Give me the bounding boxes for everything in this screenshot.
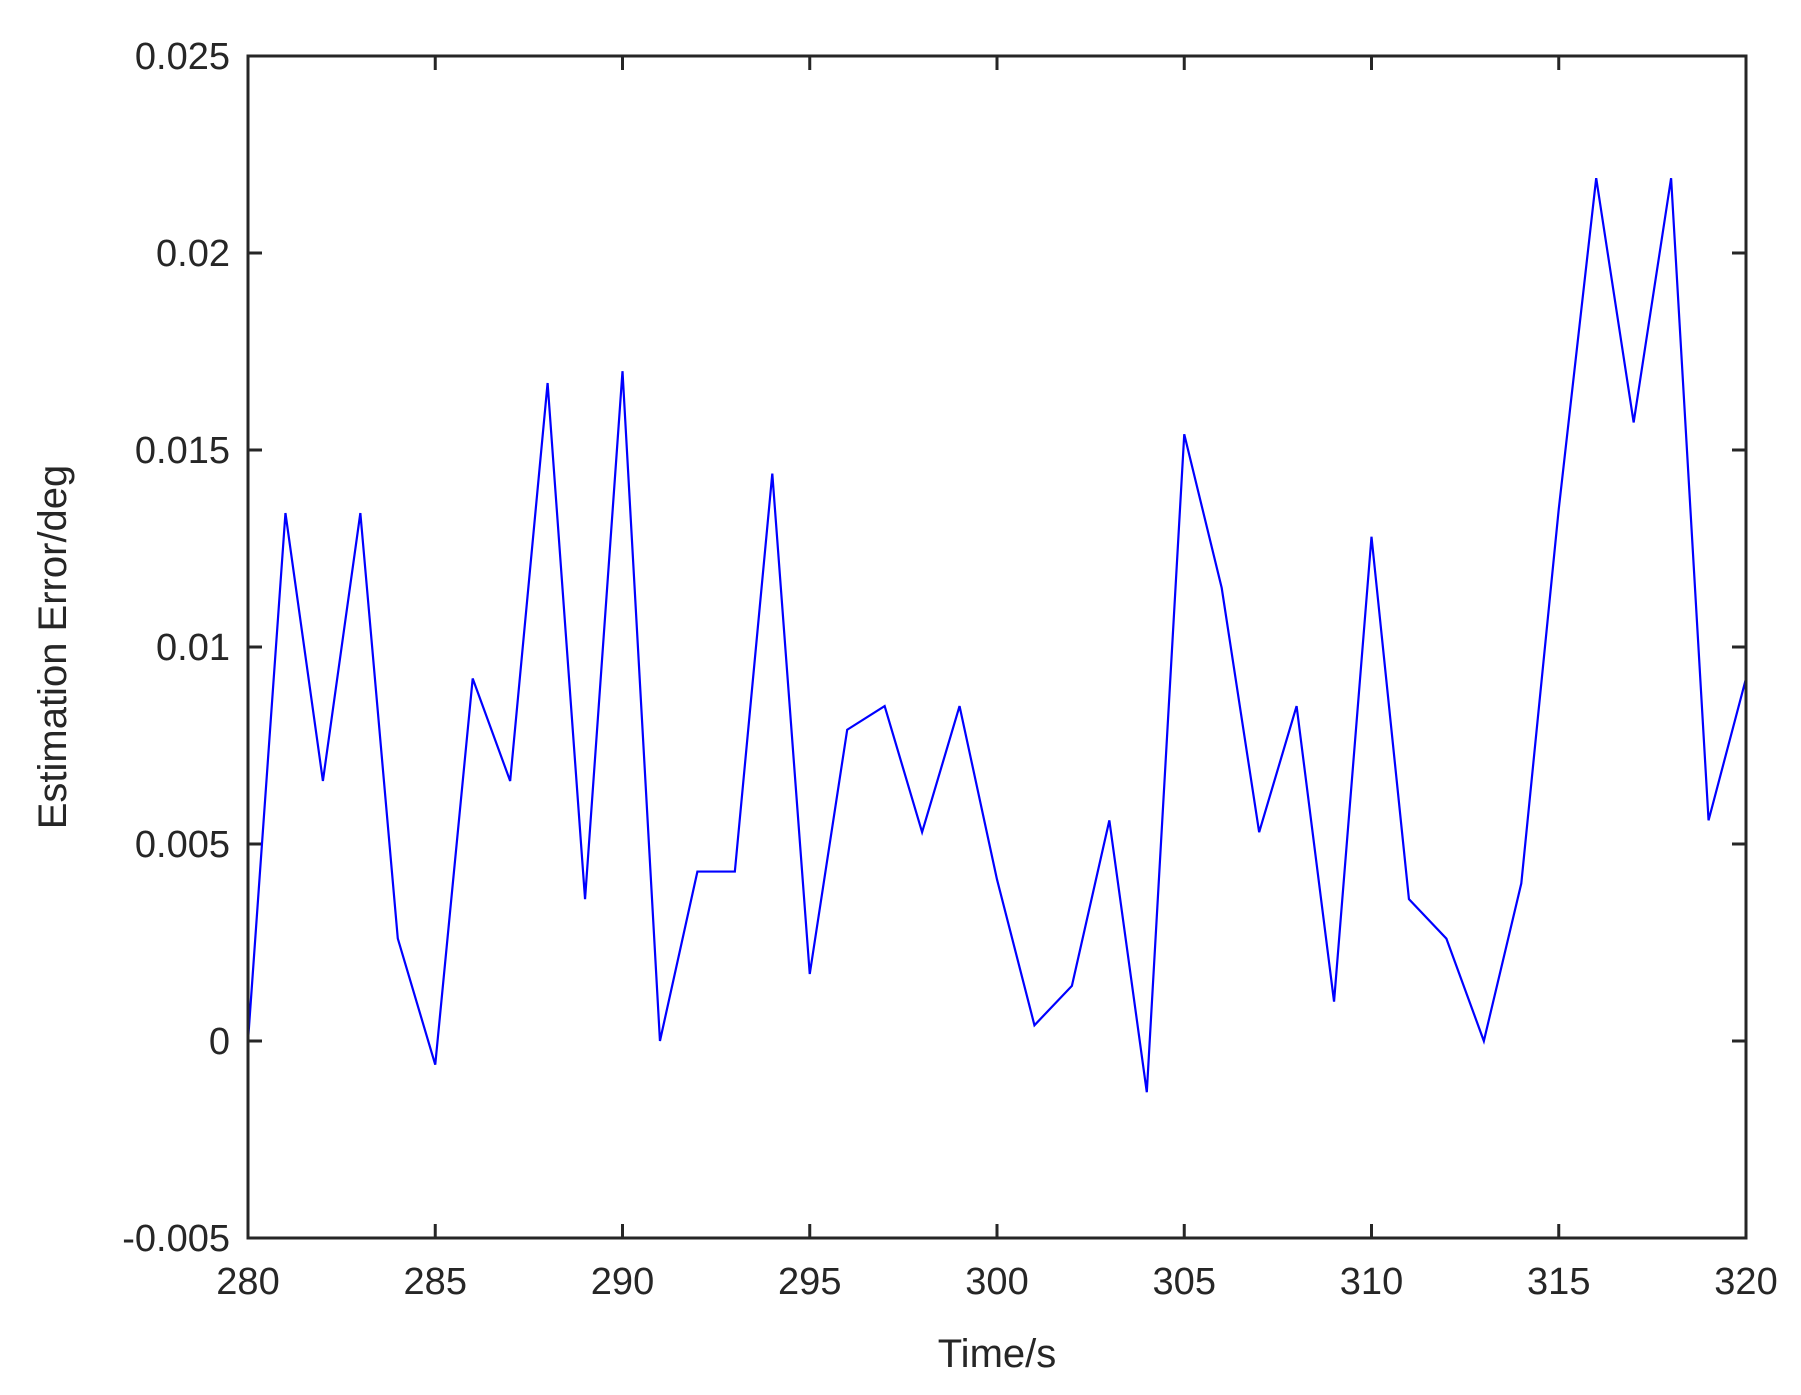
x-tick-label: 280: [216, 1261, 279, 1303]
y-tick-label: 0.005: [135, 824, 230, 866]
y-tick-label: -0.005: [122, 1218, 230, 1260]
x-tick-label: 305: [1153, 1261, 1216, 1303]
y-tick-label: 0.02: [156, 233, 230, 275]
y-tick-label: 0.015: [135, 430, 230, 472]
x-tick-labels: 280 285 290 295 300 305 310 315 320: [216, 1261, 1777, 1303]
x-tick-label: 285: [404, 1261, 467, 1303]
y-tick-labels: -0.005 0 0.005 0.01 0.015 0.02 0.025: [122, 36, 230, 1260]
y-tick-label: 0.025: [135, 36, 230, 78]
x-tick-label: 310: [1340, 1261, 1403, 1303]
series-line: [246, 177, 1748, 1093]
x-tick-label: 315: [1527, 1261, 1590, 1303]
plot-background: [248, 56, 1746, 1238]
y-tick-label: 0: [209, 1021, 230, 1063]
x-axis-label: Time/s: [938, 1332, 1057, 1376]
x-tick-label: 295: [778, 1261, 841, 1303]
y-axis-label: Estimation Error/deg: [31, 465, 75, 830]
x-tick-label: 290: [591, 1261, 654, 1303]
axes-box: [246, 54, 1748, 1240]
x-tick-label: 300: [965, 1261, 1028, 1303]
x-tick-label: 320: [1714, 1261, 1777, 1303]
series-layer: [246, 177, 1748, 1093]
y-tick-label: 0.01: [156, 627, 230, 669]
